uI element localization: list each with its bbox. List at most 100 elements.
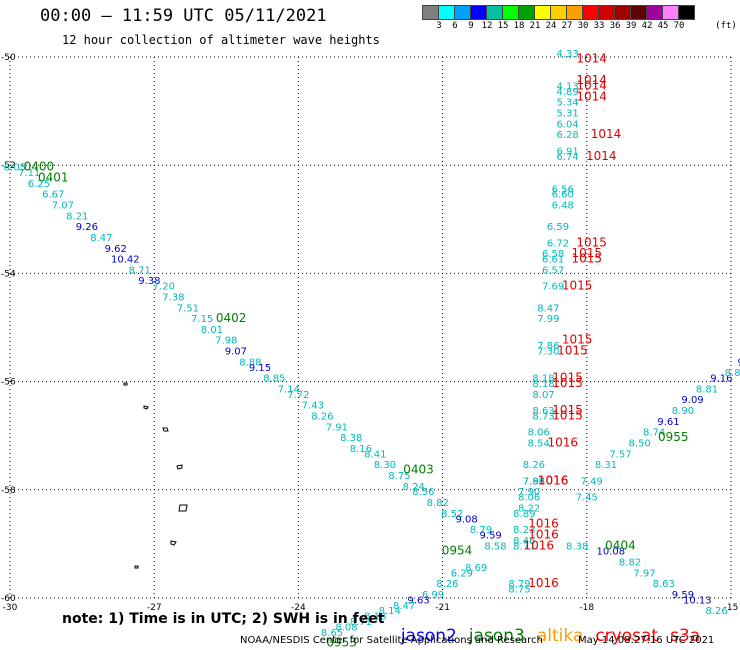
wave-height-value: 5.31 (556, 109, 578, 120)
wave-height-value: 8.65 (321, 628, 343, 639)
wave-height-value: 7.91 (326, 422, 348, 433)
wave-height-value: 9.63 (407, 595, 429, 606)
legend-label: 15 (497, 21, 509, 31)
time-stamp: 0400 (24, 160, 55, 174)
wave-height-value: 8.58 (484, 541, 506, 552)
wave-height-value: 9.5 (737, 357, 740, 368)
wave-height-value: 7.86 (537, 341, 559, 352)
time-stamp: 1015 (572, 252, 603, 266)
island-4 (176, 464, 183, 470)
lat-tick-label: -58 (1, 486, 16, 496)
time-stamp: 0404 (605, 538, 636, 552)
legend-label: 18 (513, 21, 525, 31)
time-stamp: 1014 (591, 127, 622, 141)
wave-height-value: 6.04 (556, 119, 578, 130)
legend-label: 27 (561, 21, 573, 31)
wave-height-value: 7.49 (580, 476, 602, 487)
credit-line: NOAA/NESDIS Center for Satellite Applica… (240, 635, 543, 646)
sat-s3a: s3a (670, 626, 701, 646)
wave-height-value: 8.21 (66, 211, 88, 222)
wave-height-value: 9.16 (710, 374, 732, 385)
wave-height-value: 8.90 (672, 406, 694, 417)
sat-jason2: jason2 (400, 626, 457, 646)
time-stamp: 1015 (562, 279, 593, 293)
wave-height-value: 7.14 (278, 384, 300, 395)
legend-label: 3 (436, 21, 442, 31)
wave-height-value: 8.01 (201, 325, 223, 336)
wave-height-value: 8.82 (619, 558, 641, 569)
wave-height-value: 8.41 (364, 449, 386, 460)
wave-height-value: 6.60 (552, 190, 574, 201)
sat-cryosat: cryosat (595, 626, 659, 646)
wave-height-value: 8.07 (532, 390, 554, 401)
lon-tick-label: -18 (579, 603, 594, 613)
wave-height-value: 7.20 (153, 282, 175, 293)
wave-height-value: 7.43 (302, 401, 324, 412)
time-stamp: 0954 (442, 544, 473, 558)
wave-height-value: 8.26 (436, 579, 458, 590)
legend-swatch (678, 5, 695, 20)
wave-height-value: 8.71 (350, 617, 372, 628)
legend-label: 12 (481, 21, 493, 31)
time-stamp: 0953 (326, 636, 357, 650)
wave-height-value: 7.07 (52, 200, 74, 211)
wave-height-value: 9.61 (657, 417, 679, 428)
wave-height-value: 8.06 (528, 428, 550, 439)
wave-height-value: 9.07 (225, 347, 247, 358)
legend-label: 39 (625, 21, 637, 31)
wave-height-value: 6.57 (542, 265, 564, 276)
wave-height-value: 7.51 (177, 303, 199, 314)
wave-height-value: 8.08 (335, 622, 357, 633)
wave-height-value: 8.79 (470, 525, 492, 536)
wave-height-value: 8.18 (532, 379, 554, 390)
wave-height-value: 7.69 (542, 282, 564, 293)
wave-height-value: 9.59 (672, 590, 694, 601)
wave-height-value: 8.30 (374, 460, 396, 471)
wave-height-value: 10.08 (597, 547, 626, 558)
color-legend-labels: 3 6 9 12 15 18 21 24 27 30 33 36 39 42 45 70 (ft) (422, 21, 740, 35)
time-stamp: 0401 (38, 170, 69, 184)
wave-height-value: 6.29 (451, 568, 473, 579)
legend-label: 36 (609, 21, 621, 31)
page-title: 00:00 — 11:59 UTC 05/11/2021 (40, 6, 327, 26)
wave-height-value: 8.31 (595, 460, 617, 471)
time-stamp: 1015 (552, 371, 583, 385)
wave-height-value: 6.58 (542, 249, 564, 260)
wave-height-value: 8.46 (513, 536, 535, 547)
wave-height-value: 8.71 (513, 541, 535, 552)
wave-height-value: 9.62 (105, 244, 127, 255)
wave-height-value: 7.99 (537, 314, 559, 325)
wave-height-value: 8.22 (518, 503, 540, 514)
wave-height-value: 8.89 (513, 509, 535, 520)
time-stamp: 1014 (576, 89, 607, 103)
wave-height-value: 10.42 (111, 255, 140, 266)
legend-label: 33 (593, 21, 605, 31)
wave-height-value: 9.26 (76, 222, 98, 233)
wave-height-value: 8.82 (427, 498, 449, 509)
legend-label: 24 (545, 21, 557, 31)
time-stamp: 0403 (403, 463, 434, 477)
legend-label: 45 (657, 21, 669, 31)
legend-label: 6 (452, 21, 458, 31)
wave-height-value: 8.24 (403, 482, 425, 493)
island-1 (123, 382, 128, 386)
time-stamp: 1014 (576, 78, 607, 92)
wave-height-value: 8.50 (629, 439, 651, 450)
time-stamp: 1016 (547, 436, 578, 450)
island-3 (162, 427, 169, 432)
wave-height-value: 8.16 (350, 444, 372, 455)
lat-tick-label: -60 (1, 594, 16, 604)
wave-height-value: 8.88 (239, 357, 261, 368)
wave-height-value: 8.38 (340, 433, 362, 444)
time-stamp: 1014 (576, 73, 607, 87)
lat-tick-label: -50 (1, 53, 16, 63)
lat-tick-label: -52 (1, 161, 16, 171)
wave-height-value: 6.74 (556, 152, 578, 163)
wave-height-value: 8.81 (696, 384, 718, 395)
wave-height-value: 6.67 (42, 190, 64, 201)
wave-height-value: 8.75 (388, 471, 410, 482)
lon-tick-label: -27 (147, 603, 162, 613)
lon-tick-label: -15 (724, 603, 739, 613)
wave-height-value: 7.96 (523, 476, 545, 487)
